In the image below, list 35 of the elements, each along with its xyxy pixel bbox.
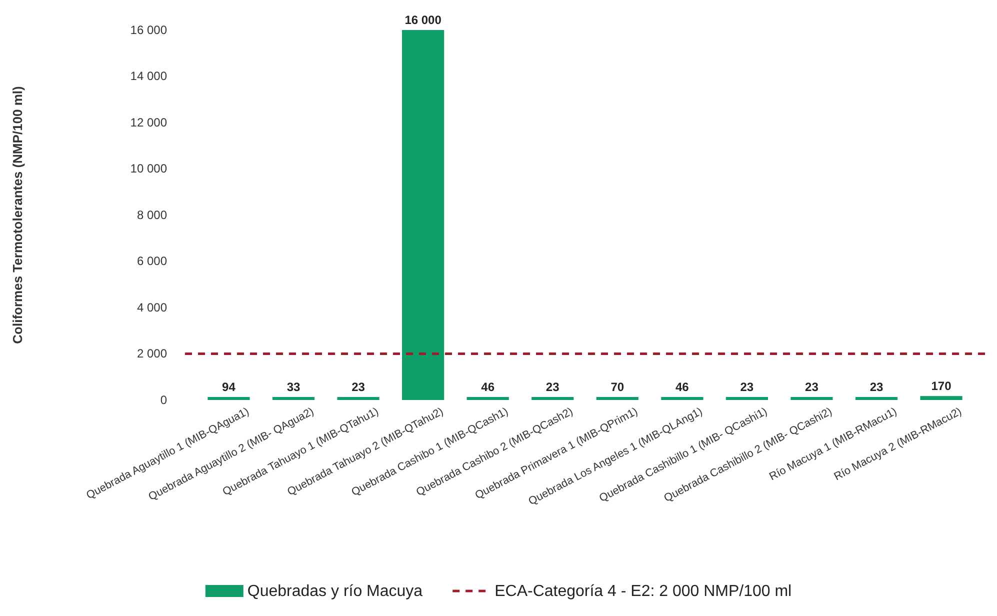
data-label: 46 <box>481 380 495 394</box>
y-tick-label: 6 000 <box>136 254 168 268</box>
legend-label: Quebradas y río Macuya <box>247 583 423 600</box>
data-label: 16 000 <box>404 13 442 27</box>
bar <box>402 30 444 400</box>
data-label: 94 <box>222 380 236 394</box>
bar <box>466 397 509 400</box>
y-tick-label: 0 <box>160 392 168 407</box>
y-axis-title: Coliformes Termotolerantes (NMP/100 ml) <box>10 86 25 344</box>
y-tick-label: 2 000 <box>136 346 168 361</box>
y-tick-label: 8 000 <box>136 208 168 222</box>
bar <box>855 397 898 400</box>
y-tick-label: 14 000 <box>130 69 168 84</box>
y-tick-label: 16 000 <box>130 22 168 37</box>
bar <box>790 397 833 400</box>
data-label: 23 <box>546 380 560 394</box>
bar <box>661 397 704 400</box>
bar <box>272 397 315 400</box>
bar <box>596 397 638 400</box>
y-tick-label: 4 000 <box>136 300 168 314</box>
data-label: 70 <box>610 380 624 394</box>
y-tick-label: 12 000 <box>130 115 168 130</box>
bar <box>337 397 380 400</box>
data-label: 23 <box>870 380 884 394</box>
data-label: 23 <box>740 380 754 394</box>
data-label: 33 <box>286 380 300 394</box>
bar <box>208 397 250 400</box>
bar <box>532 397 574 400</box>
y-tick-label: 10 000 <box>130 162 168 176</box>
data-label: 23 <box>352 380 366 394</box>
bar <box>726 397 768 400</box>
data-label: 46 <box>675 380 690 394</box>
legend-label: ECA-Categoría 4 - E2: 2 000 NMP/100 ml <box>494 583 792 600</box>
data-label: 170 <box>931 379 952 394</box>
data-label: 23 <box>805 380 819 394</box>
